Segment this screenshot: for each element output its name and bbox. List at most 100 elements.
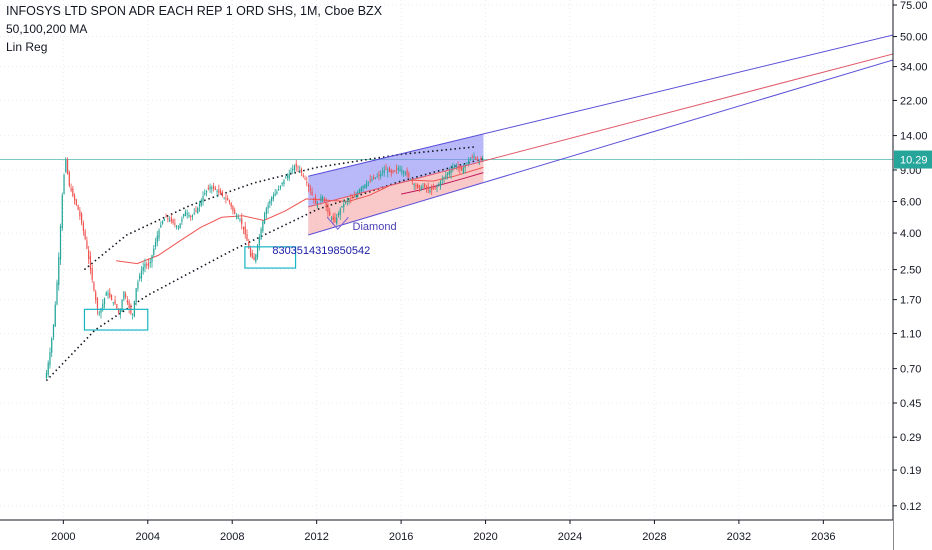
candle-body xyxy=(387,170,389,173)
x-tick-label: 2028 xyxy=(642,531,666,543)
candle-body xyxy=(204,192,206,195)
candle-body xyxy=(142,267,144,271)
y-tick-label: 50.00 xyxy=(900,32,928,44)
candles xyxy=(45,152,484,379)
candle-body xyxy=(214,187,216,190)
candle-body xyxy=(364,184,366,188)
candle-body xyxy=(52,324,55,338)
candle-body xyxy=(263,213,266,224)
candle-body xyxy=(109,292,111,298)
candle-body xyxy=(79,210,81,217)
candle-body xyxy=(409,178,412,180)
candle-body xyxy=(360,187,362,192)
y-tick-label: 1.10 xyxy=(900,328,921,340)
candle-body xyxy=(61,194,63,228)
moving-averages xyxy=(116,166,484,265)
candle-body xyxy=(323,199,326,203)
regression-middle-line xyxy=(308,53,894,208)
candle-body xyxy=(126,300,128,303)
candle-body xyxy=(146,264,148,266)
candle-body xyxy=(246,234,248,241)
candle-body xyxy=(172,219,174,223)
candle-body xyxy=(343,204,345,208)
candle-body xyxy=(411,179,413,182)
candle-body xyxy=(373,177,375,179)
candle-body xyxy=(139,275,141,280)
candle-body xyxy=(179,223,181,229)
candle-body xyxy=(100,308,102,313)
candle-body xyxy=(184,211,187,217)
candle-body xyxy=(366,182,368,187)
candle-body xyxy=(429,190,431,193)
candle-body xyxy=(216,191,218,193)
candle-body xyxy=(385,169,387,171)
y-tick-label: 0.70 xyxy=(900,364,921,376)
candle-body xyxy=(110,295,113,301)
candle-body xyxy=(434,187,436,189)
indicator-linreg-label[interactable]: Lin Reg xyxy=(6,40,48,54)
candle-body xyxy=(378,174,380,176)
candle-body xyxy=(163,219,165,221)
candle-body xyxy=(73,195,76,201)
candle-body xyxy=(181,218,183,222)
candle-body xyxy=(271,197,273,202)
candle-body xyxy=(81,213,83,223)
candle-body xyxy=(121,299,123,313)
regression-lower-line xyxy=(308,59,894,236)
candle-body xyxy=(116,304,118,309)
candle-body xyxy=(283,179,285,184)
candle-body xyxy=(103,298,106,304)
y-axis: 75.0050.0034.0022.0014.009.006.004.002.5… xyxy=(892,0,932,550)
candle-body xyxy=(473,155,475,158)
candle-body xyxy=(461,166,463,171)
candle-body xyxy=(381,172,384,174)
candle-body xyxy=(392,170,394,173)
candle-body xyxy=(209,186,211,190)
x-tick-label: 2032 xyxy=(727,531,751,543)
candle-body xyxy=(105,292,107,296)
candle-body xyxy=(137,281,139,289)
moving-average-line xyxy=(400,172,484,195)
x-axis: 2000 2004 2008 2012 2016 2020 2024 2028 2032 2036 xyxy=(0,519,893,550)
candle-body xyxy=(413,184,415,186)
candle-body xyxy=(446,173,449,175)
candle-body xyxy=(394,170,396,172)
candle-body xyxy=(225,198,227,200)
moving-average-line xyxy=(116,166,484,265)
candle-body xyxy=(424,183,426,188)
candle-body xyxy=(223,197,225,199)
candle-body xyxy=(425,187,428,189)
candle-body xyxy=(197,207,199,214)
candle-body xyxy=(431,187,433,190)
candle-body xyxy=(408,173,410,177)
candle-body xyxy=(274,193,276,196)
candle-body xyxy=(174,223,176,225)
candle-body xyxy=(281,182,283,185)
candle-body xyxy=(380,173,382,177)
indicator-ma-label[interactable]: 50,100,200 MA xyxy=(6,22,88,36)
candle-body xyxy=(256,245,259,258)
candle-body xyxy=(285,177,287,179)
candle-body xyxy=(476,159,479,161)
candle-body xyxy=(390,170,392,174)
candle-body xyxy=(234,210,236,214)
candle-body xyxy=(165,216,167,218)
annotation-boxes xyxy=(83,246,297,331)
candle-body xyxy=(160,224,162,228)
candle-body xyxy=(154,242,157,247)
candle-body xyxy=(278,189,280,191)
candle-body xyxy=(82,222,85,231)
candle-body xyxy=(89,256,92,270)
candle-body xyxy=(439,181,442,187)
candle-body xyxy=(293,166,296,171)
candle-body xyxy=(251,252,253,258)
candle-body xyxy=(93,282,95,290)
highlight-box xyxy=(244,246,297,269)
candle-body xyxy=(72,188,74,196)
candle-body xyxy=(47,362,49,375)
candle-body xyxy=(96,298,99,310)
x-tick-label: 2012 xyxy=(304,531,328,543)
candle-body xyxy=(255,254,257,262)
